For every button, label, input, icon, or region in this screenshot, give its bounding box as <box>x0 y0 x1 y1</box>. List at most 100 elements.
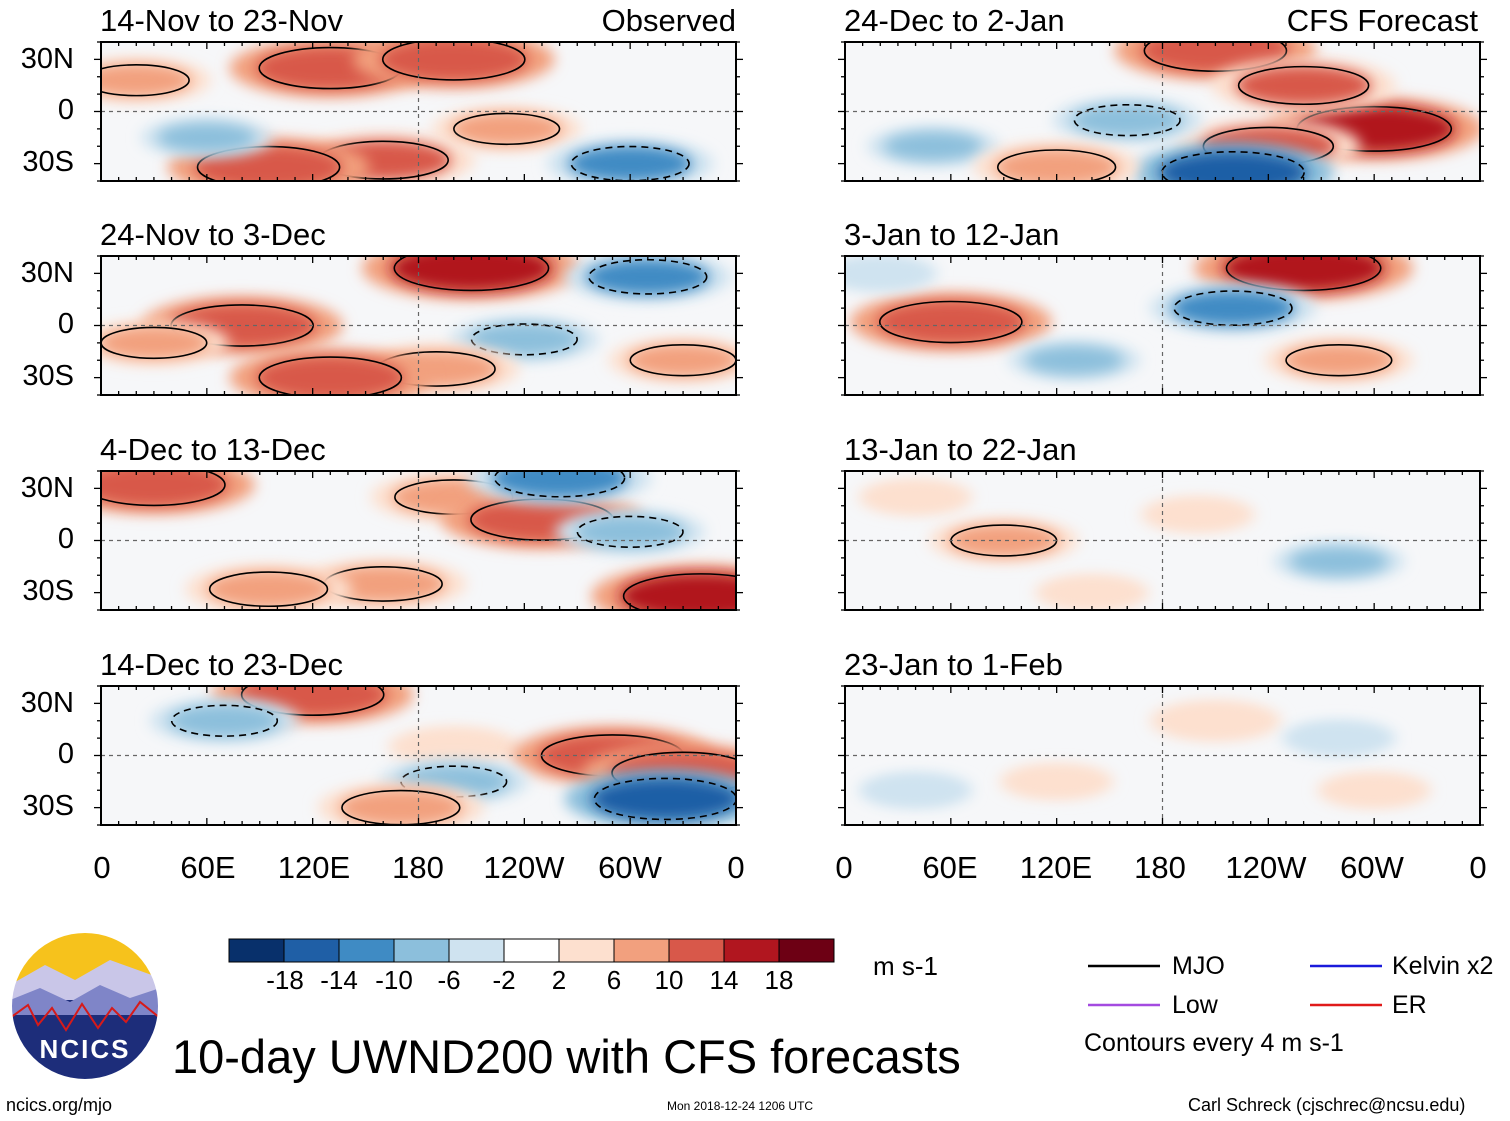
wind-anomaly-core <box>157 123 257 152</box>
panel-title-3: 4-Dec to 13-Dec <box>100 432 326 467</box>
footer-credit: Carl Schreck (cjschrec@ncsu.edu) <box>1188 1095 1466 1115</box>
lon-label-180: 180 <box>392 850 444 885</box>
lon-label-60e: 60E <box>922 850 978 885</box>
lat-label-30s: 30S <box>22 146 74 178</box>
wind-anomaly-core <box>872 484 959 510</box>
wind-anomaly-core <box>948 524 1060 557</box>
wind-anomaly-core <box>1049 580 1135 606</box>
anomaly-contour <box>1285 344 1393 377</box>
panel-title-2: 24-Nov to 3-Dec <box>100 217 326 252</box>
anomaly-contour <box>393 256 550 292</box>
anomaly-contour <box>101 471 226 507</box>
wind-anomaly-core <box>404 732 503 762</box>
panel-title-6: 3-Jan to 12-Jan <box>844 217 1060 252</box>
lat-label-eq: 0 <box>57 308 74 340</box>
lat-label-eq: 0 <box>57 94 74 126</box>
wind-anomaly-core <box>1331 777 1417 803</box>
anomaly-contour <box>576 515 684 549</box>
colorbar-label: -6 <box>437 965 461 995</box>
colorbar-label: -14 <box>320 965 358 995</box>
logo-pulse-line <box>11 1000 159 1032</box>
wind-anomaly-core <box>1289 546 1389 576</box>
map-panel <box>845 256 1480 395</box>
colorbar-units: m s-1 <box>873 951 938 981</box>
panel-tag-forecast: CFS Forecast <box>1286 3 1478 38</box>
main-title: 10-day UWND200 with CFS forecasts <box>172 1030 961 1083</box>
legend-label-mjo: MJO <box>1172 952 1225 980</box>
wind-anomaly-core <box>101 64 192 97</box>
lon-label-0: 0 <box>835 850 853 885</box>
footer-timestamp: Mon 2018-12-24 1206 UTC <box>667 1099 814 1113</box>
logo-mountain <box>11 960 159 1000</box>
lon-label-120w: 120W <box>483 850 565 885</box>
lat-label-30s: 30S <box>22 790 74 822</box>
wind-anomaly-core <box>451 112 563 146</box>
anomaly-contour <box>593 777 736 821</box>
anomaly-contour <box>493 471 626 498</box>
colorbar-label: -18 <box>266 965 304 995</box>
wind-anomaly-core <box>1222 256 1385 292</box>
anomaly-contour <box>622 573 736 610</box>
colorbar-swatch <box>338 938 395 963</box>
anomaly-contour <box>878 300 1023 344</box>
colorbar-swatch <box>778 938 835 963</box>
wind-anomaly-core <box>1025 345 1124 375</box>
lat-label-30n: 30N <box>20 472 74 504</box>
colorbar-swatch <box>723 938 780 963</box>
wind-anomaly-core <box>872 777 959 803</box>
lat-label-30n: 30N <box>20 687 74 719</box>
wind-anomaly-core <box>468 323 580 356</box>
wind-anomaly-core <box>1013 768 1100 795</box>
anomaly-contour <box>1073 103 1181 137</box>
lat-label-30s: 30S <box>22 360 74 392</box>
wind-anomaly-core <box>338 789 463 825</box>
anomaly-contour <box>208 571 329 608</box>
colorbar-label: 18 <box>764 965 794 995</box>
wind-anomaly-core <box>1154 501 1241 528</box>
colorbar-swatch <box>668 938 725 963</box>
lon-label-360: 0 <box>1469 850 1487 885</box>
anomaly-contour <box>996 149 1117 181</box>
colorbar-swatch <box>393 938 450 963</box>
anomaly-contour <box>453 112 561 146</box>
anomaly-contour <box>400 765 508 798</box>
map-panel <box>101 686 736 825</box>
lon-label-120w: 120W <box>1225 850 1307 885</box>
lon-label-0: 0 <box>93 850 111 885</box>
wind-anomaly-core <box>1235 65 1373 106</box>
lat-label-eq: 0 <box>57 738 74 770</box>
logo-text: NCICS <box>40 1034 131 1064</box>
lon-label-120e: 120E <box>1019 850 1093 885</box>
lon-label-360: 0 <box>727 850 745 885</box>
map-panel <box>101 256 736 395</box>
anomaly-contour <box>1173 290 1293 327</box>
anomaly-contour <box>381 42 526 81</box>
panel-tag-observed: Observed <box>601 3 736 38</box>
colorbar-label: 2 <box>551 965 567 995</box>
wind-anomaly-core <box>1296 725 1382 751</box>
wind-anomaly-core <box>321 565 446 602</box>
colorbar-label: -2 <box>492 965 516 995</box>
panel-title-7: 13-Jan to 22-Jan <box>844 432 1077 467</box>
map-panel <box>101 471 736 610</box>
panel-title-8: 23-Jan to 1-Feb <box>844 647 1063 682</box>
wind-anomaly-core <box>491 471 628 498</box>
wind-anomaly-core <box>101 326 210 360</box>
wind-anomaly-core <box>168 704 281 737</box>
lon-label-120e: 120E <box>277 850 351 885</box>
lat-label-30n: 30N <box>20 257 74 289</box>
wind-anomaly-core <box>585 258 710 295</box>
anomaly-contour <box>101 64 190 97</box>
footer-url[interactable]: ncics.org/mjo <box>6 1095 113 1115</box>
colorbar-swatch <box>613 938 670 963</box>
wind-anomaly-core <box>101 471 229 507</box>
anomaly-contour <box>258 356 403 395</box>
wind-anomaly-core <box>206 571 331 608</box>
colorbar-swatch <box>558 938 615 963</box>
colorbar-swatch <box>228 938 285 963</box>
colorbar-swatch <box>448 938 505 963</box>
logo-ring <box>10 931 160 1081</box>
wind-anomaly-core <box>255 356 406 395</box>
colorbar-swatch <box>283 938 340 963</box>
